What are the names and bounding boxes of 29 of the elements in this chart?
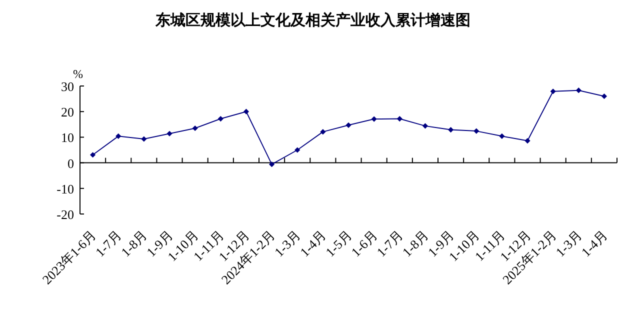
point <box>371 116 377 122</box>
point <box>524 138 530 144</box>
point <box>243 108 250 114</box>
point <box>320 129 326 135</box>
point <box>294 147 300 153</box>
y-tick-label: -20 <box>56 207 74 222</box>
point <box>422 123 428 129</box>
point <box>550 88 556 94</box>
point <box>601 93 608 100</box>
point <box>192 125 198 132</box>
point <box>90 152 96 158</box>
point <box>268 162 275 168</box>
point <box>396 116 402 122</box>
y-tick-label: 20 <box>61 104 74 120</box>
point <box>474 128 480 134</box>
point <box>141 136 147 142</box>
point <box>116 133 122 139</box>
y-axis-title: % <box>73 67 83 81</box>
point <box>448 126 454 133</box>
y-tick-label: 30 <box>61 79 74 94</box>
point <box>576 88 582 94</box>
y-tick-label: 10 <box>61 130 74 146</box>
point <box>166 130 172 136</box>
point <box>499 133 505 139</box>
y-tick-label: 0 <box>68 156 74 171</box>
title: 东城区规模以上文化及相关产业收入累计增速图 <box>156 13 470 29</box>
point <box>218 116 224 122</box>
point <box>346 122 352 128</box>
y-tick-label: -10 <box>56 181 74 196</box>
